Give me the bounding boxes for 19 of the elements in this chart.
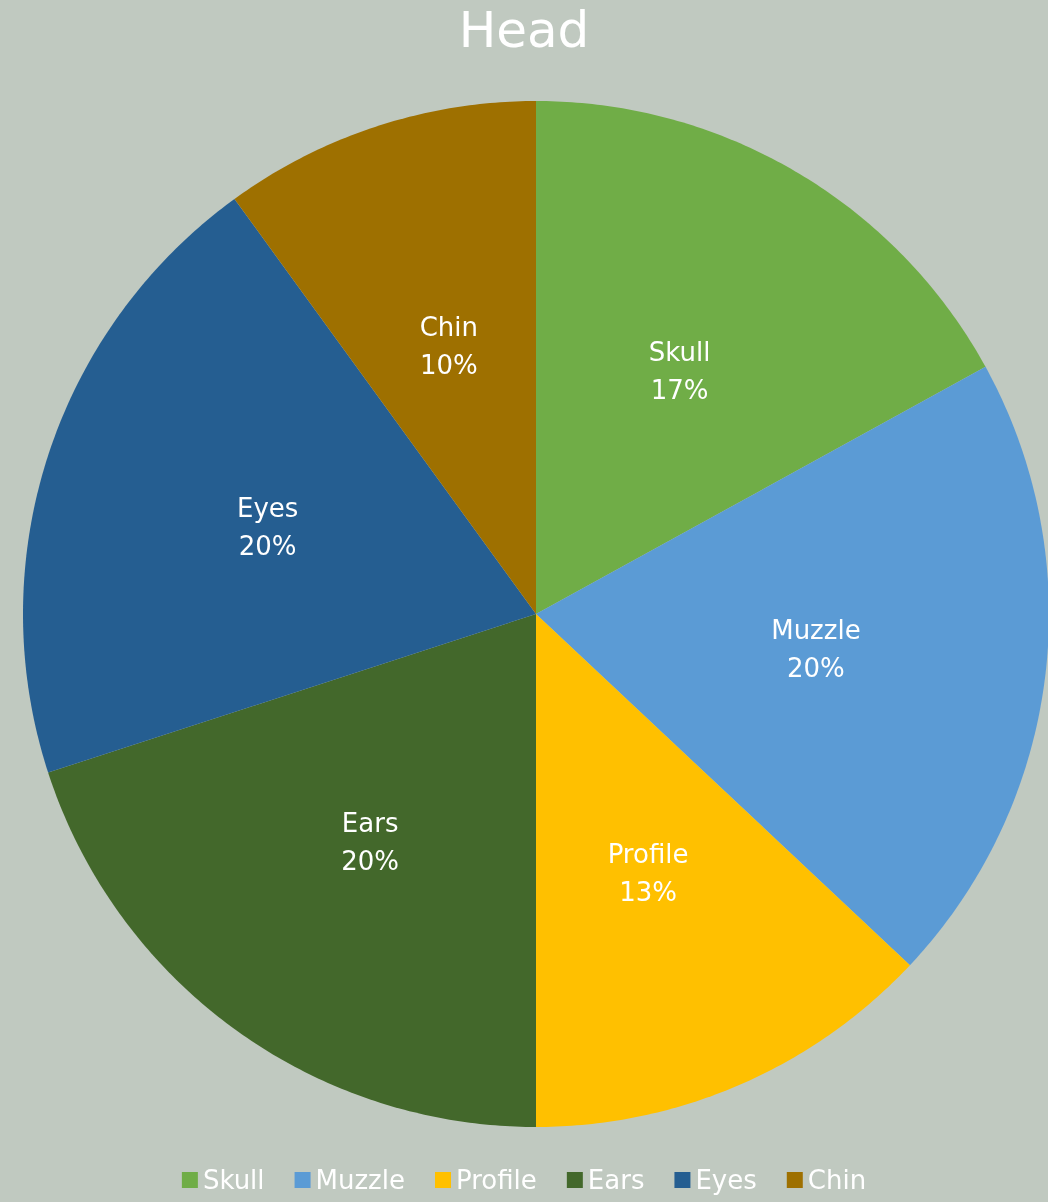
legend-label: Ears (587, 1165, 645, 1195)
legend-label: Profile (455, 1165, 537, 1195)
slice-label: Eyes (236, 492, 299, 523)
chart-title: Head (458, 1, 590, 59)
slice-label: Ears (341, 808, 399, 839)
slice-label: Muzzle (771, 615, 861, 646)
slice-label: Profile (607, 838, 689, 869)
data-label: 13% (619, 876, 677, 907)
data-label: 10% (419, 349, 478, 380)
legend-label: Muzzle (315, 1165, 405, 1195)
data-label: 20% (787, 653, 845, 684)
data-label: 20% (341, 846, 400, 877)
legend-label: Chin (807, 1165, 867, 1195)
legend-label: Skull (202, 1165, 265, 1195)
data-label: 17% (650, 375, 709, 406)
data-label: 20% (238, 530, 297, 561)
legend-label: Eyes (695, 1165, 757, 1195)
slice-label: Skull (648, 337, 711, 368)
slice-label: Chin (419, 311, 478, 342)
